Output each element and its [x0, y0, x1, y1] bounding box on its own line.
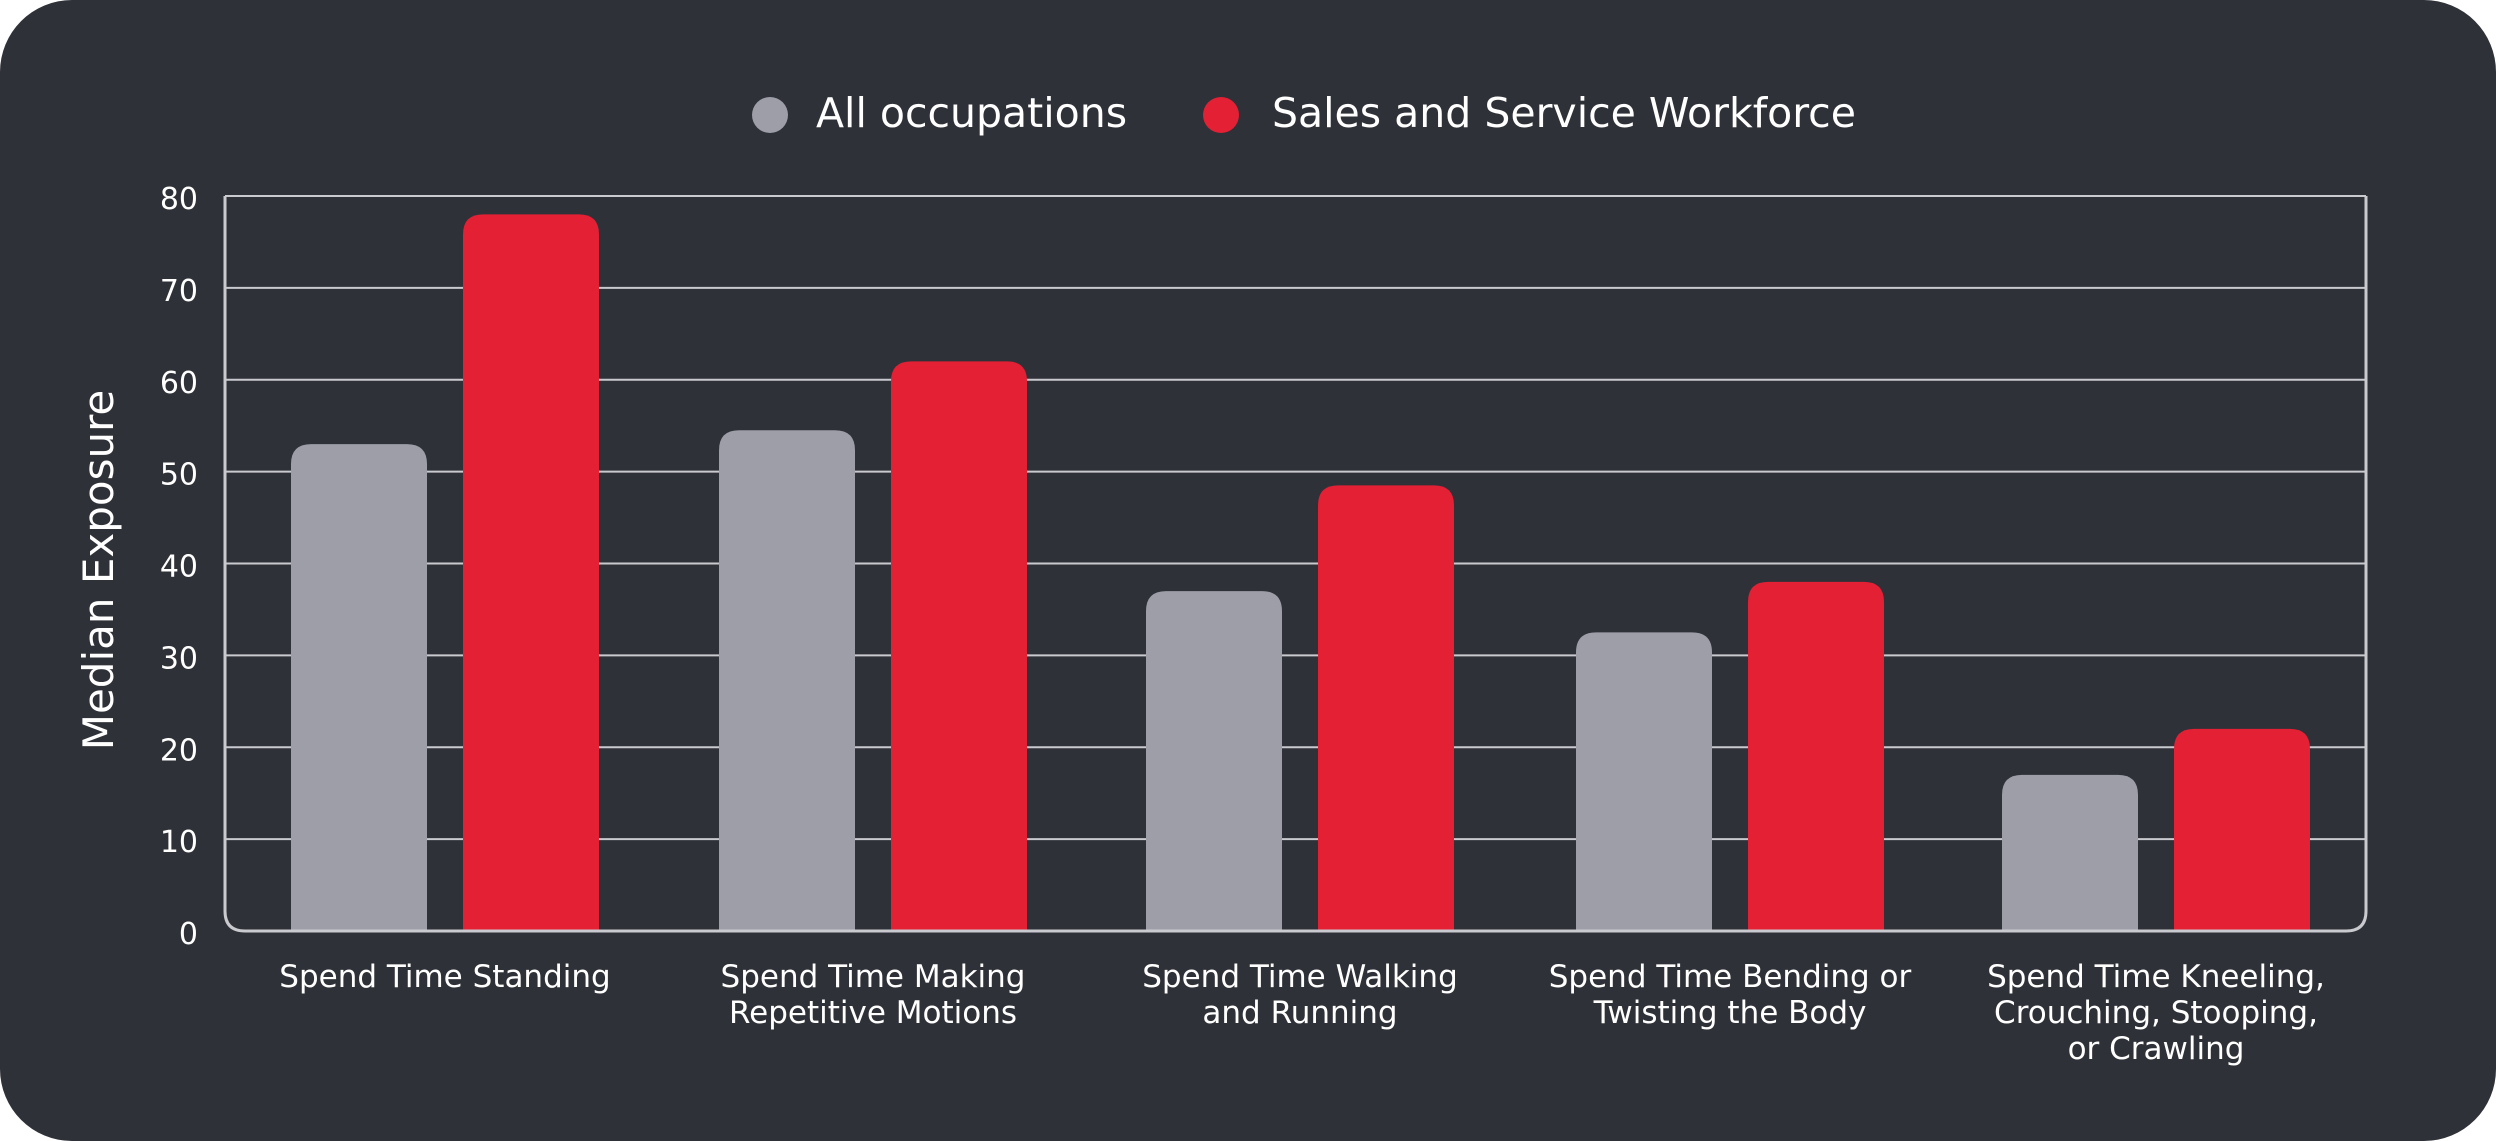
bar-sales-service — [2174, 728, 2310, 931]
bar-all-occupations — [1146, 591, 1282, 931]
legend-label: Sales and Service Workforce — [1272, 89, 1856, 137]
x-tick-label: Spend Time Standing — [279, 959, 610, 995]
y-tick-labels: 0 10 20 30 40 50 60 70 80 — [160, 182, 198, 952]
x-tick-label-line: Spend Time Walking — [1142, 959, 1458, 995]
legend-swatch — [1203, 97, 1239, 133]
legend: All occupations Sales and Service Workfor… — [752, 89, 1856, 137]
bar-all-occupations — [291, 444, 427, 931]
x-tick-labels: Spend Time Standing Spend Time Making Repe… — [279, 959, 2325, 1067]
bar-all-occupations — [2002, 774, 2138, 931]
y-tick-label: 50 — [160, 458, 198, 493]
y-tick-label: 30 — [160, 641, 198, 676]
x-tick-label-line: Crouching, Stooping, — [1994, 995, 2318, 1031]
bars — [291, 214, 2310, 931]
legend-label: All occupations — [816, 89, 1127, 137]
x-tick-label: Spend Time Kneeling, Crouching, Stooping,… — [1987, 959, 2325, 1067]
y-tick-label: 80 — [160, 182, 198, 217]
bar-sales-service — [1318, 485, 1454, 931]
x-tick-label: Spend Time Making Repetitive Motions — [721, 959, 1026, 1031]
x-tick-label-line: or Crawling — [2068, 1031, 2245, 1067]
x-tick-label: Spend Time Walking and Running — [1142, 959, 1458, 1031]
axes — [223, 196, 2368, 933]
axis-frame — [223, 196, 2368, 933]
x-tick-label-line: Spend Time Standing — [279, 959, 610, 995]
bar-sales-service — [891, 361, 1027, 931]
x-tick-label-line: and Running — [1202, 995, 1397, 1031]
bar-all-occupations — [1576, 632, 1712, 931]
bar-sales-service — [463, 214, 599, 931]
x-tick-label-line: Twisting the Body — [1593, 995, 1867, 1031]
bar-sales-service — [1748, 581, 1884, 931]
y-tick-label: 70 — [160, 274, 198, 309]
y-tick-label: 20 — [160, 733, 198, 768]
x-tick-label-line: Spend Time Bending or — [1549, 959, 1912, 995]
y-tick-label: 60 — [160, 366, 198, 401]
y-tick-label: 0 — [179, 917, 198, 952]
x-tick-label-line: Repetitive Motions — [729, 995, 1017, 1031]
x-tick-label-line: Spend Time Kneeling, — [1987, 959, 2325, 995]
legend-swatch — [752, 97, 788, 133]
y-tick-label: 10 — [160, 825, 198, 860]
bar-all-occupations — [719, 430, 855, 931]
x-tick-label-line: Spend Time Making — [721, 959, 1026, 995]
y-axis-label: Median Exposure — [74, 390, 123, 751]
y-tick-label: 40 — [160, 550, 198, 585]
x-tick-label: Spend Time Bending or Twisting the Body — [1549, 959, 1912, 1031]
